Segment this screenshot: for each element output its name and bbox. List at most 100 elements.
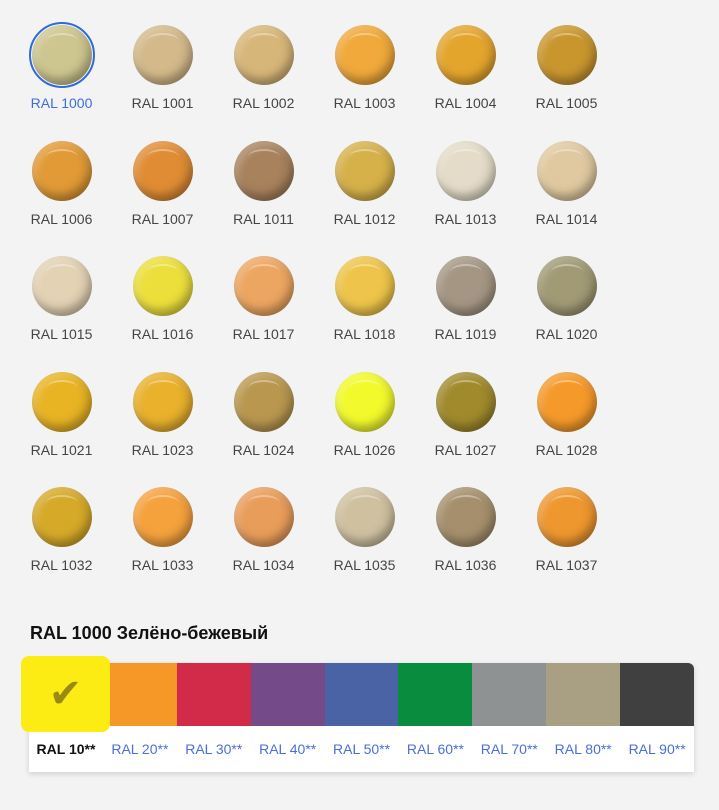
color-swatch[interactable]: RAL 1012 bbox=[314, 138, 415, 254]
color-label: RAL 1011 bbox=[233, 210, 294, 227]
color-label: RAL 1012 bbox=[333, 210, 396, 227]
color-swatch[interactable]: RAL 1023 bbox=[112, 369, 213, 485]
palette-group-link[interactable]: RAL 20** bbox=[111, 741, 169, 757]
color-swatch[interactable]: RAL 1028 bbox=[516, 369, 617, 485]
selection-ring bbox=[130, 369, 196, 435]
color-label: RAL 1028 bbox=[535, 441, 598, 458]
selection-ring bbox=[332, 369, 398, 435]
palette-group-link[interactable]: RAL 80** bbox=[554, 741, 612, 757]
color-swatch[interactable]: RAL 1033 bbox=[112, 484, 213, 600]
color-swatch[interactable]: RAL 1019 bbox=[415, 253, 516, 369]
color-sphere bbox=[536, 487, 597, 547]
color-swatch[interactable]: RAL 1037 bbox=[516, 484, 617, 600]
color-sphere bbox=[536, 25, 597, 85]
color-swatch[interactable]: RAL 1027 bbox=[415, 369, 516, 485]
color-swatch[interactable]: RAL 1007 bbox=[112, 138, 213, 254]
palette-group-link[interactable]: RAL 70** bbox=[480, 741, 538, 757]
color-sphere bbox=[132, 25, 193, 85]
color-swatch[interactable]: RAL 1035 bbox=[314, 484, 415, 600]
selection-ring bbox=[332, 484, 398, 550]
color-grid: RAL 1000 RAL 1001 RAL 1002 RAL 1003 RAL 1004… bbox=[11, 22, 631, 600]
color-label: RAL 1003 bbox=[333, 95, 396, 111]
selection-ring bbox=[231, 138, 297, 204]
color-swatch[interactable]: RAL 1016 bbox=[112, 253, 213, 369]
color-label: RAL 1032 bbox=[30, 557, 93, 573]
color-swatch[interactable]: RAL 1024 bbox=[213, 369, 314, 485]
selection-ring bbox=[534, 484, 600, 550]
selection-ring bbox=[433, 484, 499, 550]
selection-ring bbox=[130, 138, 196, 204]
selection-ring bbox=[433, 138, 499, 204]
palette-swatch[interactable] bbox=[102, 663, 178, 726]
selection-ring bbox=[534, 22, 600, 88]
color-label: RAL 1036 bbox=[434, 557, 497, 573]
color-sphere bbox=[31, 371, 92, 432]
selection-ring bbox=[29, 138, 95, 204]
color-swatch[interactable]: RAL 1001 bbox=[112, 22, 213, 138]
color-label: RAL 1033 bbox=[131, 557, 194, 573]
color-label: RAL 1019 bbox=[434, 326, 497, 342]
color-swatch[interactable]: RAL 1002 bbox=[213, 22, 314, 138]
color-swatch[interactable]: RAL 1013 bbox=[415, 138, 516, 254]
palette-swatch[interactable] bbox=[620, 663, 695, 726]
color-swatch[interactable]: RAL 1034 bbox=[213, 484, 314, 600]
palette-swatch[interactable] bbox=[250, 663, 326, 726]
color-label: RAL 1000 bbox=[30, 95, 93, 111]
palette-swatch[interactable] bbox=[398, 663, 473, 726]
selection-ring bbox=[231, 484, 297, 550]
color-label: RAL 1004 bbox=[434, 95, 497, 111]
selection-ring bbox=[534, 369, 600, 435]
color-swatch[interactable]: RAL 1036 bbox=[415, 484, 516, 600]
color-swatch[interactable]: RAL 1006 bbox=[11, 138, 112, 254]
color-swatch[interactable]: RAL 1014 bbox=[516, 138, 617, 254]
selection-ring bbox=[29, 484, 95, 550]
color-swatch[interactable]: RAL 1011 bbox=[213, 138, 314, 254]
color-swatch[interactable]: RAL 1005 bbox=[516, 22, 617, 138]
color-sphere bbox=[435, 371, 496, 432]
color-swatch[interactable]: RAL 1003 bbox=[314, 22, 415, 138]
palette-swatch[interactable] bbox=[546, 663, 621, 726]
color-label: RAL 1015 bbox=[30, 326, 93, 342]
palette-group-link[interactable]: RAL 90** bbox=[628, 741, 686, 757]
color-label: RAL 1020 bbox=[535, 326, 598, 342]
color-label: RAL 1002 bbox=[232, 95, 295, 111]
color-label: RAL 1027 bbox=[434, 441, 497, 458]
palette-group-link[interactable]: RAL 50** bbox=[333, 741, 391, 757]
color-sphere bbox=[233, 256, 294, 316]
palette-group-link[interactable]: RAL 30** bbox=[185, 741, 243, 757]
color-sphere bbox=[233, 140, 294, 201]
color-sphere bbox=[536, 256, 597, 316]
color-swatch[interactable]: RAL 1017 bbox=[213, 253, 314, 369]
color-label: RAL 1013 bbox=[434, 210, 497, 227]
palette-group-link[interactable]: RAL 60** bbox=[406, 741, 464, 757]
color-swatch[interactable]: RAL 1015 bbox=[11, 253, 112, 369]
color-sphere bbox=[435, 25, 496, 85]
color-label: RAL 1001 bbox=[131, 95, 194, 111]
color-sphere bbox=[435, 140, 496, 201]
color-swatch[interactable]: RAL 1021 bbox=[11, 369, 112, 485]
selected-color-title: RAL 1000 Зелёно-бежевый bbox=[30, 623, 269, 643]
color-swatch[interactable]: RAL 1020 bbox=[516, 253, 617, 369]
palette-swatch[interactable] bbox=[472, 663, 547, 726]
palette-group-link[interactable]: RAL 40** bbox=[259, 741, 317, 757]
color-swatch[interactable]: RAL 1004 bbox=[415, 22, 516, 138]
color-swatch[interactable]: RAL 1032 bbox=[11, 484, 112, 600]
selection-ring bbox=[231, 369, 297, 435]
selected-group-swatch[interactable]: ✔ bbox=[21, 656, 110, 732]
palette-swatch[interactable] bbox=[324, 663, 399, 726]
color-sphere bbox=[435, 256, 496, 316]
color-sphere bbox=[435, 487, 496, 547]
palette-swatch[interactable] bbox=[176, 663, 252, 726]
selection-ring bbox=[433, 369, 499, 435]
color-label: RAL 1034 bbox=[232, 557, 295, 573]
color-label: RAL 1018 bbox=[333, 326, 396, 342]
color-swatch[interactable]: RAL 1018 bbox=[314, 253, 415, 369]
color-sphere bbox=[334, 371, 395, 432]
color-sphere bbox=[31, 487, 92, 547]
color-swatch[interactable]: RAL 1026 bbox=[314, 369, 415, 485]
color-sphere bbox=[233, 25, 294, 85]
palette-group-link[interactable]: RAL 10** bbox=[36, 741, 96, 757]
selection-ring bbox=[231, 253, 297, 319]
color-swatch[interactable]: RAL 1000 bbox=[11, 22, 112, 138]
color-sphere bbox=[233, 371, 294, 432]
